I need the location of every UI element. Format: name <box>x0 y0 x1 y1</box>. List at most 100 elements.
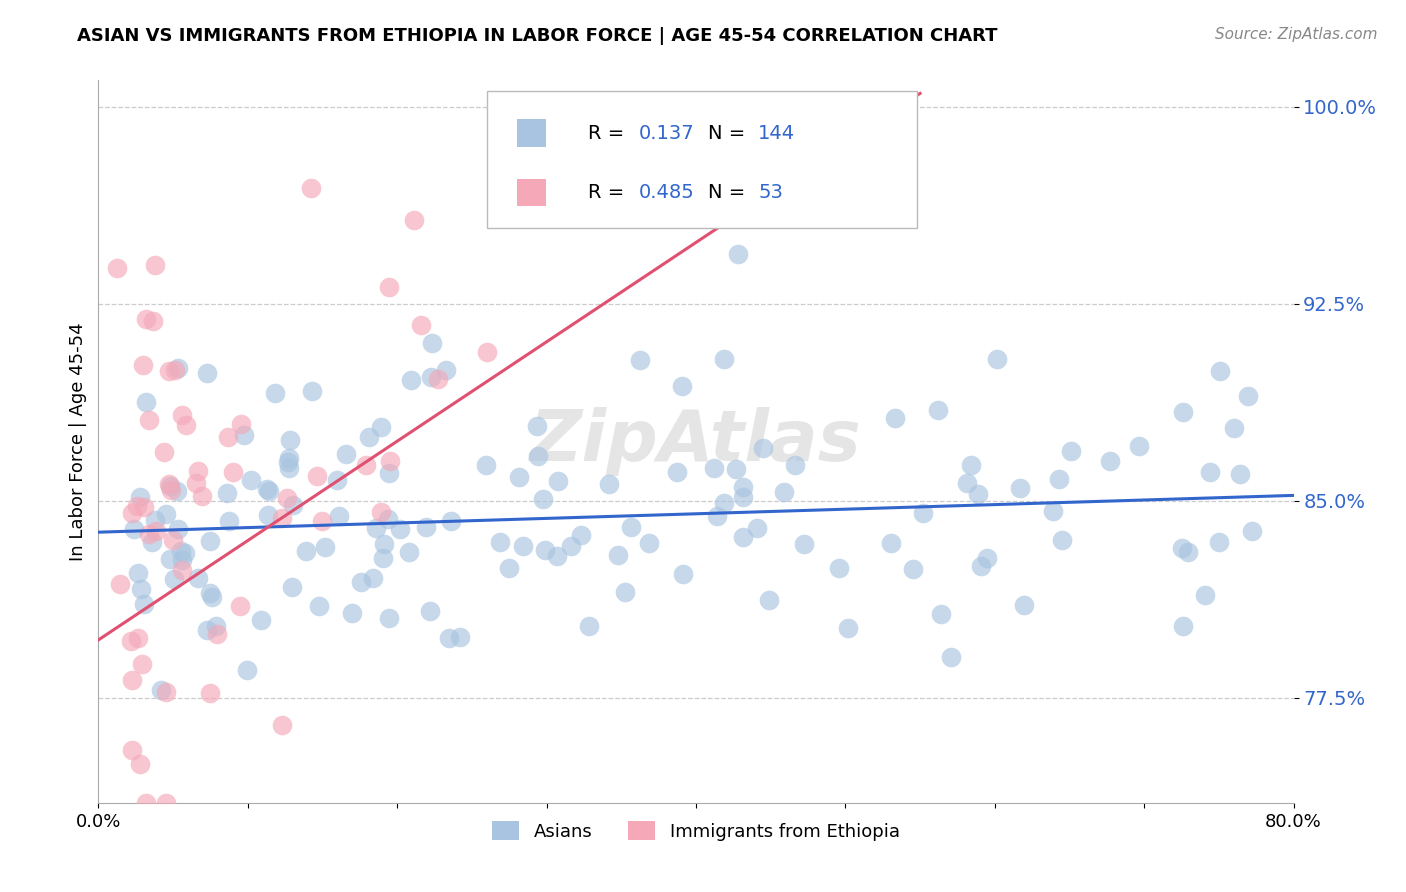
Point <box>191 490 214 504</box>
Point <box>120 634 142 648</box>
Point <box>1223 421 1246 435</box>
Point <box>105 260 128 275</box>
Point <box>569 527 592 541</box>
Point <box>257 508 280 522</box>
Point <box>449 630 471 644</box>
Point <box>135 312 157 326</box>
Point <box>534 543 557 558</box>
Point <box>155 508 177 522</box>
Point <box>170 408 193 422</box>
Point <box>437 632 460 646</box>
Point <box>277 455 299 469</box>
Point <box>132 500 155 515</box>
Point <box>960 458 983 472</box>
Point <box>402 212 425 227</box>
Point <box>733 530 755 544</box>
Point <box>239 473 262 487</box>
Point <box>1047 472 1070 486</box>
Text: ASIAN VS IMMIGRANTS FROM ETHIOPIA IN LABOR FORCE | AGE 45-54 CORRELATION CHART: ASIAN VS IMMIGRANTS FROM ETHIOPIA IN LAB… <box>77 27 998 45</box>
Point <box>377 279 399 293</box>
Point <box>278 461 301 475</box>
Point <box>314 540 336 554</box>
Point <box>121 506 143 520</box>
Point <box>138 412 160 426</box>
Point <box>1240 524 1263 539</box>
Point <box>187 571 209 585</box>
Point <box>419 604 441 618</box>
Point <box>361 571 384 585</box>
Point <box>135 796 157 810</box>
Point <box>1229 467 1251 482</box>
Y-axis label: In Labor Force | Age 45-54: In Labor Force | Age 45-54 <box>69 322 87 561</box>
Point <box>280 580 302 594</box>
Point <box>1170 541 1192 555</box>
FancyBboxPatch shape <box>486 91 917 228</box>
Point <box>929 607 952 621</box>
Point <box>912 506 935 520</box>
Point <box>132 597 155 611</box>
Point <box>270 718 292 732</box>
Point <box>373 537 395 551</box>
Point <box>176 417 198 432</box>
Point <box>187 464 209 478</box>
Point <box>546 549 568 564</box>
Point <box>108 577 131 591</box>
Point <box>508 469 530 483</box>
Point <box>366 521 388 535</box>
Point <box>301 384 323 398</box>
Point <box>228 599 250 613</box>
Text: N =: N = <box>709 183 751 202</box>
Point <box>350 574 373 589</box>
Point <box>335 447 357 461</box>
Point <box>526 419 548 434</box>
Point <box>598 477 620 491</box>
Point <box>488 535 510 549</box>
Point <box>1052 533 1074 548</box>
Point <box>354 458 377 472</box>
Point <box>311 514 333 528</box>
Point <box>1194 588 1216 602</box>
Point <box>401 373 423 387</box>
Point <box>325 473 347 487</box>
Point <box>305 469 328 483</box>
Point <box>1173 405 1195 419</box>
Point <box>607 548 630 562</box>
Point <box>155 684 177 698</box>
Point <box>121 743 143 757</box>
Point <box>159 483 181 497</box>
Point <box>357 430 380 444</box>
Point <box>440 514 463 528</box>
Point <box>198 534 221 549</box>
Point <box>1208 534 1230 549</box>
Point <box>200 686 222 700</box>
Point <box>127 499 149 513</box>
Point <box>184 476 207 491</box>
Point <box>1171 619 1194 633</box>
Point <box>299 180 322 194</box>
Point <box>620 520 643 534</box>
Point <box>727 247 749 261</box>
Point <box>976 550 998 565</box>
Point <box>411 318 433 332</box>
Point <box>141 534 163 549</box>
Text: Source: ZipAtlas.com: Source: ZipAtlas.com <box>1215 27 1378 42</box>
Point <box>201 590 224 604</box>
Point <box>1099 454 1122 468</box>
Point <box>256 483 278 497</box>
Point <box>665 465 688 479</box>
Legend: Asians, Immigrants from Ethiopia: Asians, Immigrants from Ethiopia <box>485 814 907 848</box>
Point <box>724 462 747 476</box>
Point <box>927 403 949 417</box>
Point <box>153 445 176 459</box>
Point <box>229 417 252 431</box>
Point <box>205 626 228 640</box>
Point <box>143 513 166 527</box>
Text: 0.137: 0.137 <box>638 123 695 143</box>
Point <box>628 353 651 368</box>
Point <box>498 561 520 575</box>
Point <box>475 458 498 472</box>
Point <box>828 561 851 575</box>
Point <box>837 621 859 635</box>
Text: ZipAtlas: ZipAtlas <box>530 407 862 476</box>
Point <box>270 510 292 524</box>
